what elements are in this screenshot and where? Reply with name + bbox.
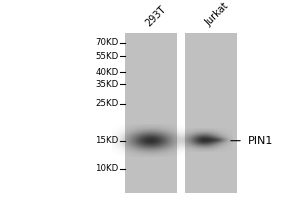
Text: PIN1: PIN1 bbox=[248, 136, 273, 146]
Text: 35KD: 35KD bbox=[95, 80, 119, 89]
Text: 70KD: 70KD bbox=[95, 38, 119, 47]
Text: 293T: 293T bbox=[144, 4, 168, 28]
Text: Jurkat: Jurkat bbox=[204, 1, 231, 28]
Bar bbox=[184, 33, 237, 193]
Text: 25KD: 25KD bbox=[95, 99, 119, 108]
Bar bbox=[124, 33, 177, 193]
Text: 55KD: 55KD bbox=[95, 52, 119, 61]
Text: 15KD: 15KD bbox=[95, 136, 119, 145]
Text: 10KD: 10KD bbox=[95, 164, 119, 173]
Text: 40KD: 40KD bbox=[95, 68, 119, 77]
